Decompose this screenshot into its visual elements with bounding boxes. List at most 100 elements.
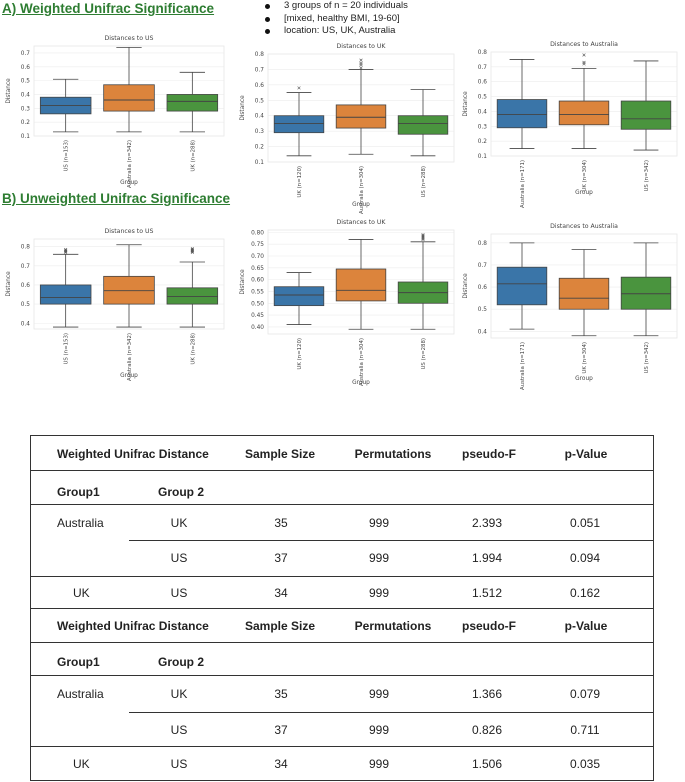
- y-tick-label: 0.7: [21, 51, 31, 57]
- cell-pseudo-f: 1.506: [471, 757, 503, 771]
- x-axis-label: Group: [352, 202, 370, 208]
- note-item: location: US, UK, Australia: [262, 25, 408, 38]
- y-tick-label: 0.70: [251, 254, 264, 260]
- section-title-weighted: A) Weighted Unifrac Significance: [2, 1, 215, 16]
- y-tick-label: 0.5: [478, 95, 488, 101]
- cell-permutations: 999: [368, 586, 390, 600]
- y-tick-label: 0.8: [21, 245, 31, 251]
- cell-p-value: 0.051: [569, 516, 601, 530]
- x-tick-label: US (n=153): [64, 333, 70, 365]
- y-tick-label: 0.6: [21, 65, 31, 71]
- x-tick-label: Australia (n=342): [127, 333, 133, 381]
- y-tick-label: 0.1: [255, 160, 265, 166]
- header-pseudo-f: pseudo-F: [462, 619, 516, 633]
- cell-p-value: 0.035: [569, 757, 601, 771]
- y-tick-label: 0.6: [255, 83, 265, 89]
- boxplot-unweighted-uk: Distances to UK 0.40 0.45 0.50 0.55 0.60 0.65 0…: [240, 219, 455, 386]
- x-tick-label: UK (n=120): [297, 166, 303, 198]
- chart-title: Distances to Australia: [550, 223, 618, 230]
- table-divider: [31, 608, 653, 610]
- y-axis-label: Distance: [240, 95, 246, 121]
- x-tick-label: UK (n=288): [190, 140, 196, 172]
- chart-title: Distances to US: [105, 228, 154, 235]
- box: [397, 115, 449, 135]
- box: [496, 266, 548, 306]
- y-tick-label: 0.8: [255, 52, 265, 58]
- y-tick-label: 0.8: [478, 50, 488, 56]
- outlier-point: [582, 60, 586, 65]
- y-tick-label: 0.6: [478, 285, 488, 291]
- cell-group1: UK: [73, 586, 90, 600]
- box: [620, 100, 672, 130]
- cell-pseudo-f: 0.826: [471, 723, 503, 737]
- y-tick-label: 0.6: [478, 80, 488, 86]
- y-axis-label: Distance: [6, 78, 12, 104]
- header-sample-size: Sample Size: [244, 619, 316, 633]
- cell-p-value: 0.094: [569, 551, 601, 565]
- box: [558, 277, 610, 310]
- table-divider: [31, 504, 653, 506]
- x-tick-label: US (n=288): [421, 166, 427, 198]
- chart-title: Distances to US: [105, 35, 154, 42]
- outlier-point: [421, 234, 425, 238]
- note-item: 3 groups of n = 20 individuals: [262, 0, 408, 13]
- cell-sample-size: 34: [274, 586, 288, 600]
- table-divider: [129, 712, 653, 714]
- y-tick-label: 0.8: [478, 241, 488, 247]
- x-tick-label: Australia (n=342): [127, 140, 133, 188]
- header-sample-size: Sample Size: [244, 447, 316, 461]
- y-tick-label: 0.7: [478, 263, 488, 269]
- box: [273, 115, 325, 134]
- outlier-point: [64, 247, 68, 252]
- y-tick-label: 0.50: [251, 301, 264, 307]
- cell-group2: UK: [170, 687, 188, 701]
- x-tick-label: UK (n=304): [582, 160, 588, 192]
- header-p-value: p-Value: [564, 619, 608, 633]
- x-tick-label: US (n=342): [644, 342, 650, 374]
- box: [103, 275, 155, 305]
- boxplot-unweighted-us: Distances to US 0.4 0.5 0.6 0.7 0.8 Distance US…: [6, 228, 225, 381]
- x-tick-label: UK (n=288): [190, 333, 196, 365]
- section-title-unweighted: B) Unweighted Unifrac Significance: [2, 191, 231, 206]
- x-tick-label: UK (n=120): [297, 338, 303, 370]
- box: [39, 284, 92, 305]
- x-tick-label: Australia (n=171): [520, 160, 526, 208]
- outlier-point: [190, 247, 194, 252]
- x-axis-label: Group: [120, 373, 138, 379]
- header-group1: Group1: [57, 485, 100, 499]
- cell-pseudo-f: 1.994: [471, 551, 503, 565]
- box: [335, 268, 387, 302]
- permanova-table: Weighted Unifrac Distance Sample Size Pe…: [30, 435, 654, 781]
- y-tick-label: 0.7: [255, 67, 265, 73]
- y-axis-label: Distance: [240, 269, 246, 295]
- x-axis-label: Group: [575, 376, 593, 382]
- outlier-point: [421, 235, 425, 239]
- cell-sample-size: 37: [274, 551, 288, 565]
- outlier-point: [359, 66, 363, 70]
- cell-pseudo-f: 2.393: [471, 516, 503, 530]
- cell-group1: Australia: [57, 516, 104, 530]
- y-tick-label: 0.2: [478, 139, 488, 145]
- x-axis-label: Group: [352, 380, 370, 386]
- outlier-point: [421, 237, 425, 242]
- y-axis-label: Distance: [6, 271, 12, 297]
- cell-group1: Australia: [57, 687, 104, 701]
- outlier-point: [190, 246, 194, 251]
- boxplot-weighted-australia: Distances to Australia 0.1 0.2 0.3 0.4 0.5 0.6…: [463, 41, 678, 208]
- cell-group2: US: [170, 551, 188, 565]
- y-tick-label: 0.80: [251, 230, 264, 236]
- y-tick-label: 0.55: [251, 289, 264, 295]
- cell-permutations: 999: [368, 551, 390, 565]
- box: [496, 99, 548, 129]
- y-tick-label: 0.1: [478, 154, 488, 160]
- cell-pseudo-f: 1.366: [471, 687, 503, 701]
- y-tick-label: 0.4: [21, 92, 31, 98]
- box: [620, 276, 672, 310]
- note-item: [mixed, healthy BMI, 19-60]: [262, 13, 408, 26]
- table-divider: [31, 746, 653, 748]
- table-divider: [129, 540, 653, 542]
- y-tick-label: 0.4: [478, 109, 488, 115]
- cell-group2: US: [170, 757, 188, 771]
- x-tick-label: US (n=153): [64, 140, 70, 172]
- boxplot-unweighted-australia: Distances to Australia 0.4 0.5 0.6 0.7 0.8 Dis…: [463, 223, 678, 390]
